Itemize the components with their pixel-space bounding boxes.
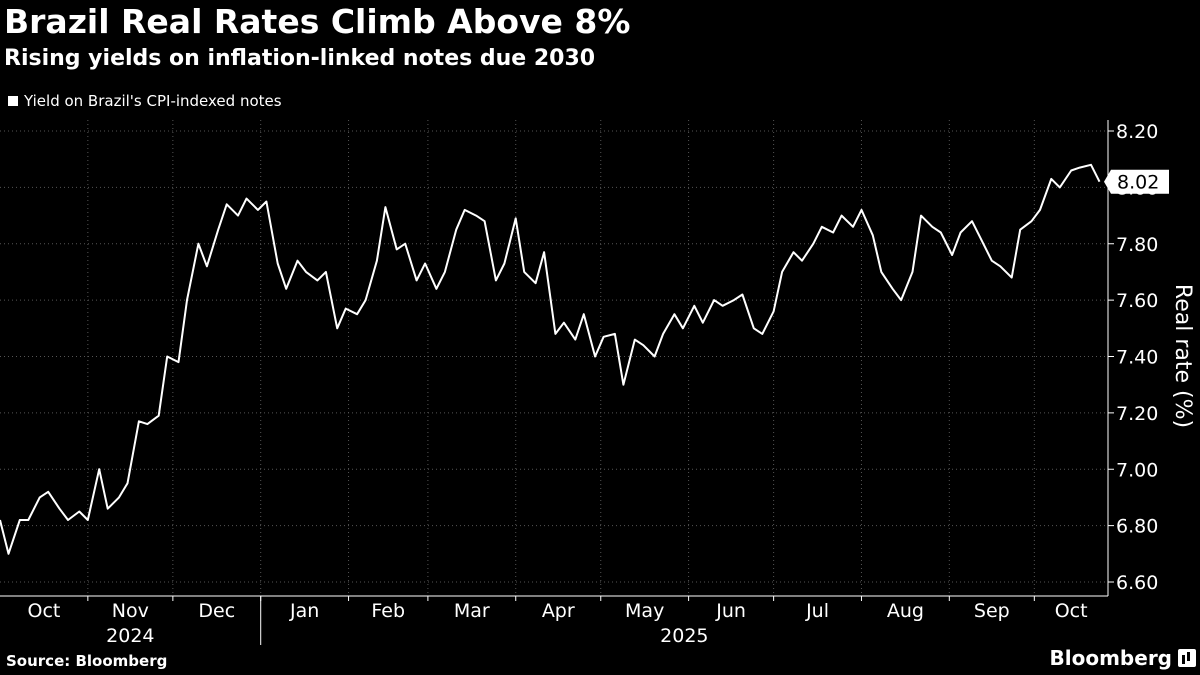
- y-tick-label: 8.20: [1116, 121, 1158, 143]
- y-tick-label: 6.80: [1116, 516, 1158, 538]
- y-tick-label: 7.00: [1116, 459, 1158, 481]
- bloomberg-chart-icon: [1178, 649, 1196, 667]
- last-value-label: 8.02: [1117, 172, 1159, 194]
- y-axis-label: Real rate (%): [1170, 284, 1195, 428]
- y-tick-label: 7.60: [1116, 290, 1158, 312]
- series-line: [0, 163, 1101, 555]
- x-tick-label: Oct: [1055, 600, 1088, 622]
- x-tick-label: Jun: [715, 600, 746, 622]
- series: [0, 163, 1101, 555]
- grid: [0, 120, 1108, 596]
- x-tick-label: Sep: [974, 600, 1010, 622]
- x-tick-label: Aug: [887, 600, 924, 622]
- legend: Yield on Brazil's CPI-indexed notes: [8, 92, 282, 110]
- axes: 8.208.007.807.607.407.207.006.806.60Real…: [0, 120, 1195, 647]
- x-tick-label: Apr: [542, 600, 575, 622]
- x-tick-label: Mar: [454, 600, 490, 622]
- y-tick-label: 6.60: [1116, 572, 1158, 594]
- y-tick-label: 7.20: [1116, 403, 1158, 425]
- x-year-label: 2024: [106, 625, 154, 647]
- legend-swatch: [8, 96, 18, 106]
- x-tick-label: Feb: [371, 600, 405, 622]
- brand-logo: Bloomberg: [1050, 646, 1196, 670]
- x-tick-label: Jul: [805, 600, 829, 622]
- brand-name: Bloomberg: [1049, 646, 1172, 670]
- y-tick-label: 7.80: [1116, 234, 1158, 256]
- chart-subtitle: Rising yields on inflation-linked notes …: [4, 46, 596, 71]
- legend-label: Yield on Brazil's CPI-indexed notes: [24, 92, 282, 110]
- x-tick-label: Oct: [27, 600, 60, 622]
- x-tick-label: Nov: [112, 600, 149, 622]
- y-tick-label: 7.40: [1116, 347, 1158, 369]
- source-note: Source: Bloomberg: [6, 652, 168, 670]
- x-tick-label: Dec: [198, 600, 235, 622]
- x-tick-label: May: [625, 600, 664, 622]
- x-tick-label: Jan: [289, 600, 319, 622]
- labels: 8.02: [1104, 169, 1169, 194]
- last-value-box: [1104, 169, 1169, 194]
- chart-title: Brazil Real Rates Climb Above 8%: [4, 2, 631, 41]
- x-year-label: 2025: [660, 625, 708, 647]
